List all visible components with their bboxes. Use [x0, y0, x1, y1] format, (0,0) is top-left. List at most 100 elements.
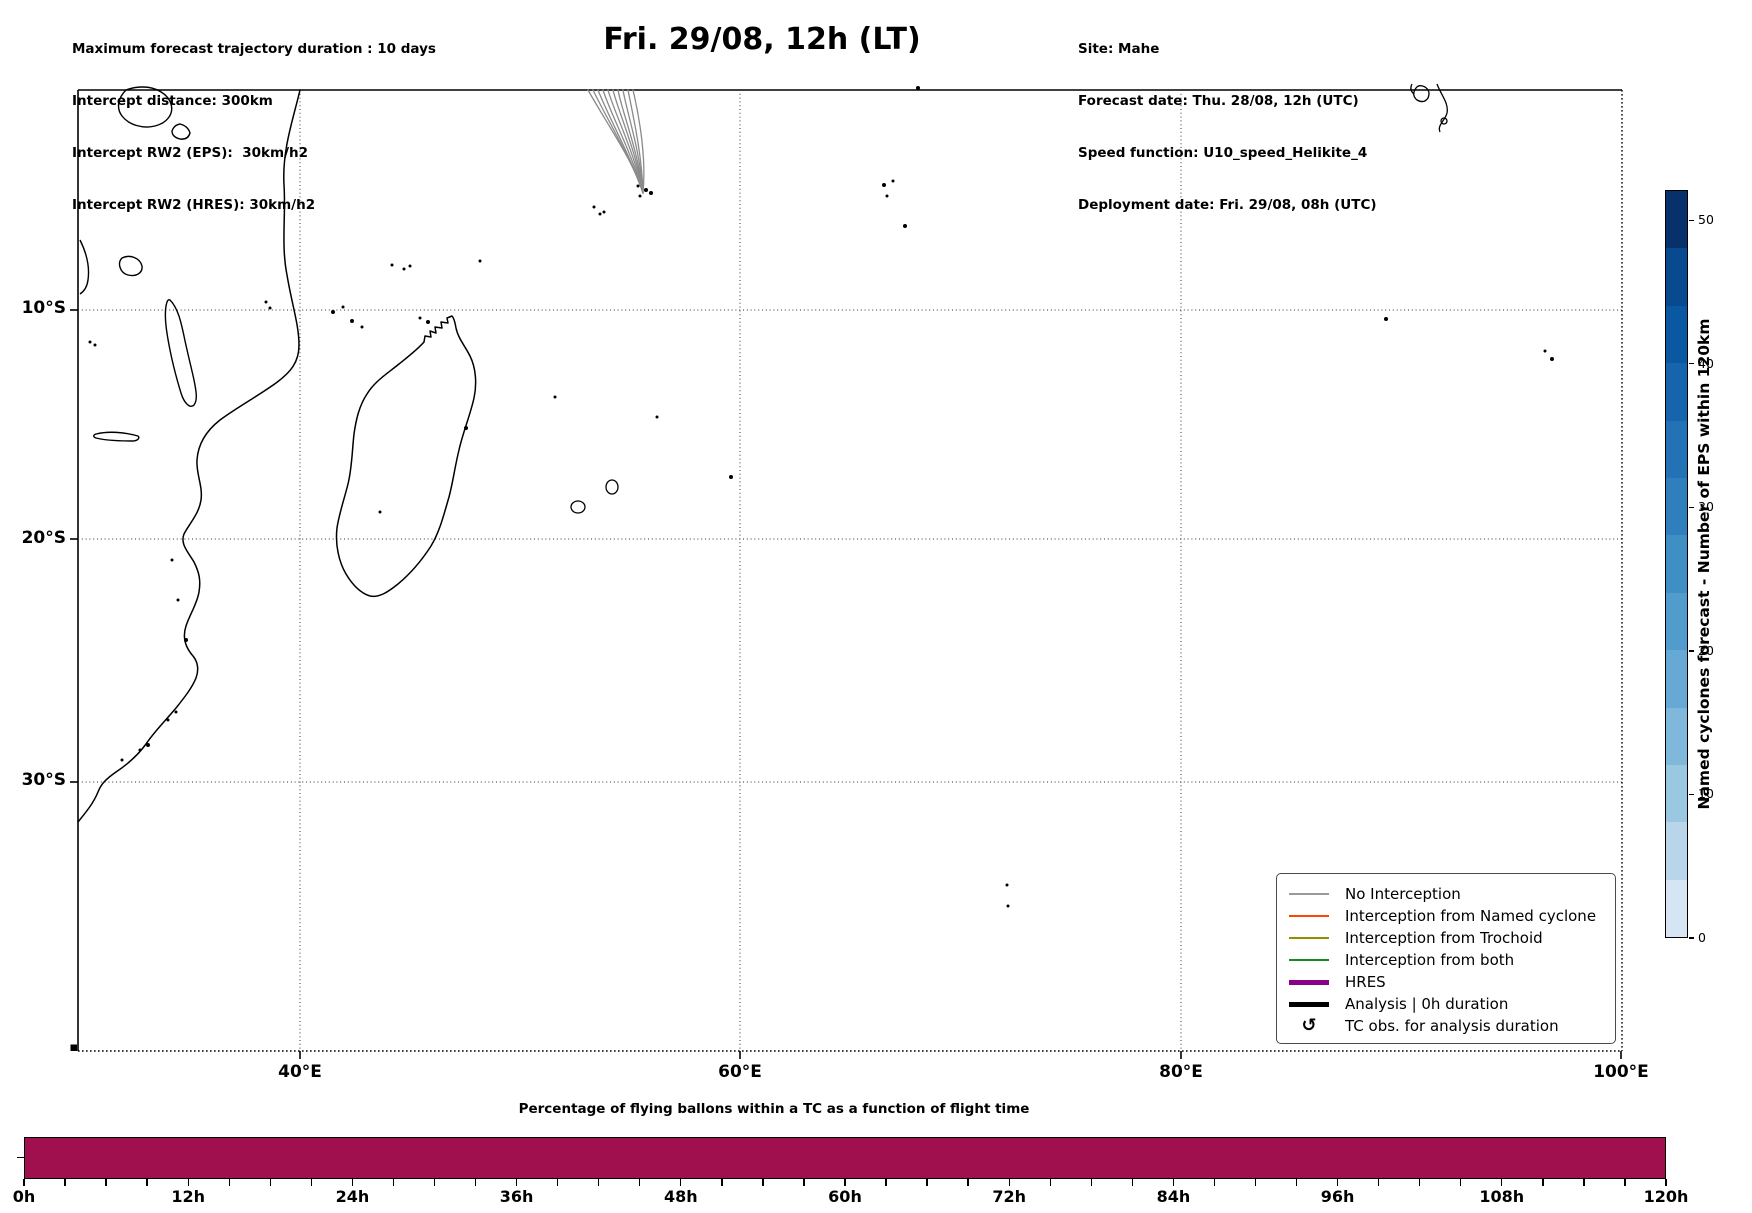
colorbar-segment [1666, 535, 1687, 593]
bottom-axis-tick [310, 1179, 313, 1186]
bottom-axis-tick [228, 1179, 230, 1186]
lake-victoria [117, 86, 173, 128]
colorbar-tickmark [1689, 506, 1694, 508]
bottom-axis-tick [762, 1179, 764, 1186]
bottom-axis-tick-label: 36h [499, 1187, 534, 1206]
bottom-axis-tick [392, 1179, 395, 1186]
lon-label-100e: 100°E [1593, 1062, 1649, 1082]
speed-function-text: Speed function: U10_speed_Helikite_4 [1078, 145, 1368, 162]
bottom-chart-bar [24, 1137, 1666, 1179]
colorbar-tick-label: 40 [1698, 355, 1714, 371]
tc-obs-rotation-icon: ↺ [1301, 1015, 1317, 1036]
colorbar-segment [1666, 707, 1687, 765]
map-title: Fri. 29/08, 12h (LT) [603, 22, 921, 57]
colorbar-segment [1666, 477, 1687, 536]
map-legend: No Interception Interception from Named … [1276, 873, 1616, 1044]
deployment-date-text: Deployment date: Fri. 29/08, 08h (UTC) [1078, 197, 1377, 214]
bottom-chart-ytick [17, 1157, 24, 1159]
legend-item-trochoid: Interception from Trochoid [1289, 927, 1605, 949]
analysis-line-swatch [1289, 1001, 1329, 1007]
bottom-axis-tick [1254, 1179, 1257, 1186]
colorbar-ticks: 50 40 30 20 10 0 [1688, 190, 1748, 945]
lon-label-40e: 40°E [278, 1062, 322, 1082]
colorbar-label: Named cyclones forecast - Number of EPS … [1695, 318, 1713, 810]
lakes [79, 86, 197, 442]
bottom-axis-tick-label: 96h [1320, 1187, 1355, 1206]
lat-label-20s: 20°S [21, 528, 66, 548]
trajectories-no-interception [587, 89, 645, 194]
bottom-axis-tick-label: 24h [335, 1187, 370, 1206]
header-right-info: Site: Mahe Forecast date: Thu. 28/08, 12… [1078, 6, 1377, 232]
lat-label-30s: 30°S [21, 770, 66, 790]
bottom-axis-tick [1624, 1179, 1626, 1186]
legend-item-hres: HRES [1289, 971, 1605, 993]
bottom-axis-tick [1049, 1179, 1051, 1186]
colorbar [1665, 190, 1688, 938]
colorbar-segment [1666, 764, 1687, 823]
map-frame [77, 89, 1623, 1052]
bottom-axis-tick [926, 1179, 928, 1186]
islands [570, 83, 1448, 514]
site-text: Site: Mahe [1078, 40, 1160, 57]
analysis-corner-marker [70, 1044, 77, 1051]
bottom-axis-tick [64, 1179, 66, 1186]
bottom-axis-tick-label: 84h [1156, 1187, 1191, 1206]
header-left-info: Maximum forecast trajectory duration : 1… [72, 6, 436, 232]
colorbar-tick-label: 50 [1698, 212, 1714, 228]
bottom-axis-tick [433, 1179, 436, 1186]
colorbar-segment [1666, 650, 1687, 708]
lon-label-60e: 60°E [718, 1062, 762, 1082]
colorbar-tickmark [1689, 650, 1694, 652]
bottom-axis-tick [23, 1179, 25, 1186]
max-duration-text: Maximum forecast trajectory duration : 1… [72, 40, 436, 57]
legend-item-both: Interception from both [1289, 949, 1605, 971]
bottom-axis-tick-label: 72h [992, 1187, 1027, 1206]
bottom-axis-tick-label: 48h [663, 1187, 698, 1206]
bottom-axis-tick [1665, 1179, 1667, 1186]
bottom-axis-tick [1460, 1179, 1462, 1186]
colorbar-tickmark [1689, 363, 1694, 365]
legend-item-no-interception: No Interception [1289, 883, 1605, 905]
bottom-axis-tick [1172, 1179, 1175, 1186]
bottom-axis-tick [515, 1179, 518, 1186]
bottom-axis-tick [967, 1179, 969, 1186]
colorbar-segment [1666, 420, 1687, 478]
island-mauritius [605, 479, 619, 495]
lake-malawi [164, 299, 197, 407]
bottom-axis-tick [351, 1179, 354, 1186]
colorbar-tickmark [1689, 793, 1694, 796]
colorbar-tick-label: 10 [1698, 786, 1714, 802]
both-line-swatch [1289, 959, 1329, 961]
colorbar-tickmark [1689, 219, 1694, 221]
colorbar-segment [1666, 305, 1687, 364]
intercept-rw2-eps-text: Intercept RW2 (EPS): 30km/h2 [72, 145, 308, 162]
bottom-chart-axis: 0h 12h 24h 36h 48h 60h 72h 84h 96h 108h 120h [0, 1179, 1752, 1213]
islands-top-right [1436, 83, 1448, 133]
bottom-axis-tick [556, 1179, 559, 1186]
bottom-axis-tick [1336, 1179, 1339, 1186]
bottom-axis-tick-label: 0h [12, 1187, 36, 1206]
colorbar-tick-label: 0 [1698, 930, 1706, 945]
lat-label-10s: 10°S [21, 298, 66, 318]
island-dots [88, 86, 1554, 908]
colorbar-segment [1666, 363, 1687, 421]
bottom-axis-tick [1542, 1179, 1544, 1186]
intercept-distance-text: Intercept distance: 300km [72, 93, 273, 110]
bottom-axis-tick [885, 1179, 887, 1186]
map-gridlines [78, 90, 1622, 1051]
coastline-africa [77, 89, 301, 823]
lake-tanganyika [79, 239, 90, 295]
bottom-axis-tick [1419, 1179, 1421, 1186]
bottom-axis-tick [1295, 1179, 1298, 1186]
legend-item-tc-obs: ↺ TC obs. for analysis duration [1289, 1015, 1605, 1037]
colorbar-segment [1666, 592, 1687, 651]
legend-item-named-cyclone: Interception from Named cyclone [1289, 905, 1605, 927]
trochoid-line-swatch [1289, 937, 1329, 939]
bottom-axis-tick [680, 1179, 682, 1186]
bottom-axis-tick [1131, 1179, 1134, 1186]
bottom-axis-tick-label: 120h [1643, 1187, 1689, 1206]
island-reunion [570, 500, 586, 514]
bottom-axis-tick [1008, 1179, 1010, 1186]
bottom-axis-tick [598, 1179, 600, 1186]
